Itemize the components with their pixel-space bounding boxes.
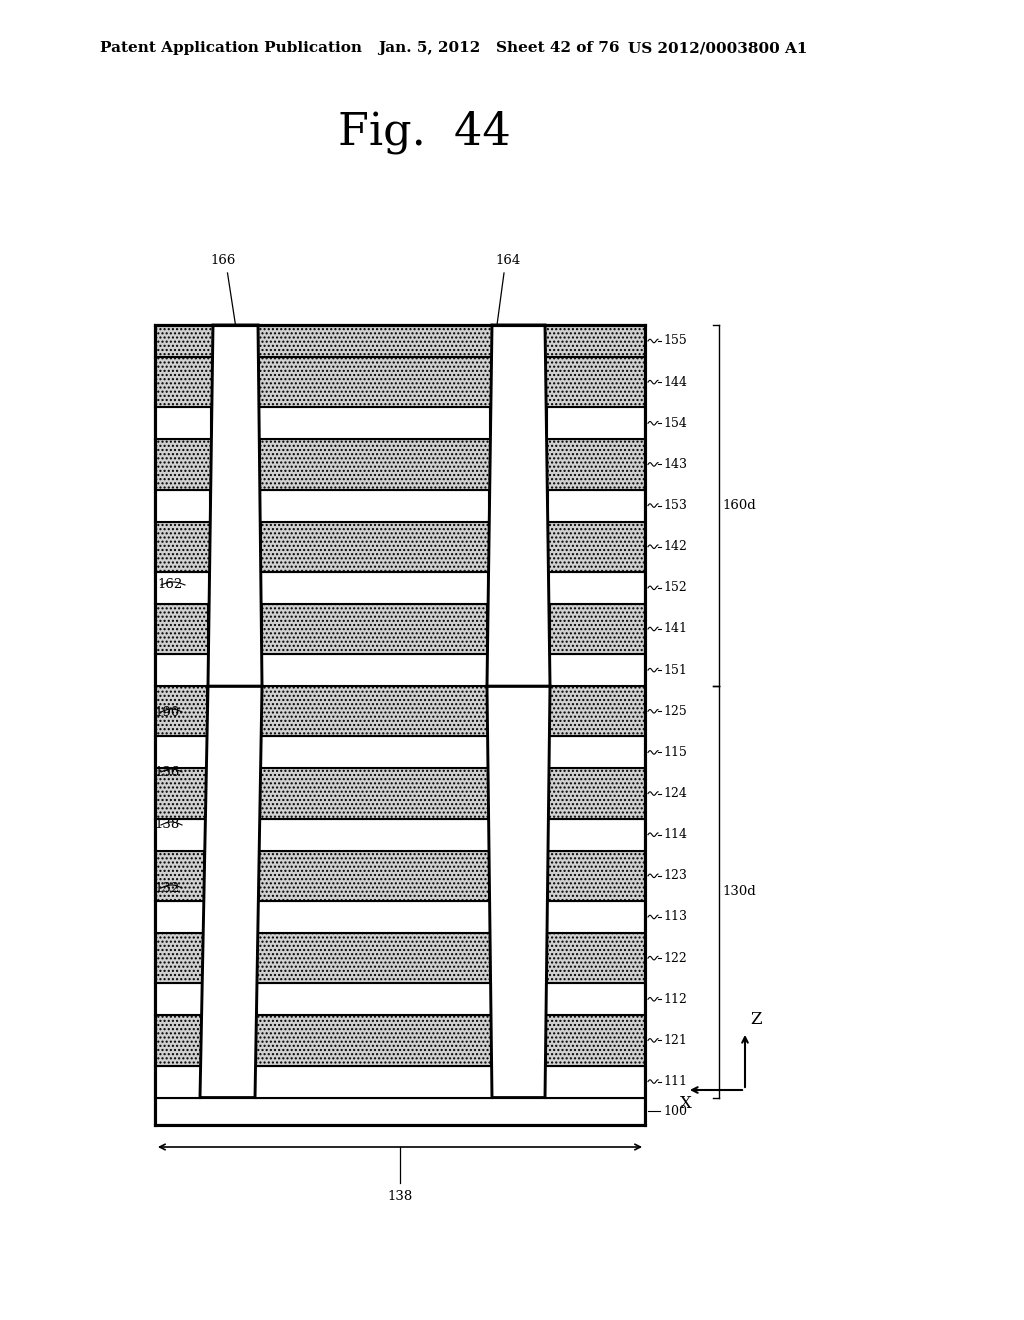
Polygon shape xyxy=(487,325,550,686)
Bar xyxy=(155,356,212,408)
Text: 112: 112 xyxy=(663,993,687,1006)
Bar xyxy=(262,655,487,686)
Text: Z: Z xyxy=(750,1011,762,1028)
Bar xyxy=(155,1015,201,1065)
Bar xyxy=(547,408,645,440)
Text: 121: 121 xyxy=(663,1034,687,1047)
Text: 100: 100 xyxy=(663,1105,687,1118)
Bar xyxy=(257,933,490,983)
Bar xyxy=(262,603,487,655)
Bar xyxy=(260,490,489,521)
Text: US 2012/0003800 A1: US 2012/0003800 A1 xyxy=(628,41,808,55)
Bar xyxy=(257,983,490,1015)
Bar xyxy=(258,902,489,933)
Bar xyxy=(155,818,205,850)
Polygon shape xyxy=(208,325,262,686)
Bar xyxy=(261,737,488,768)
Text: 124: 124 xyxy=(663,787,687,800)
Bar xyxy=(259,850,489,902)
Bar xyxy=(548,818,645,850)
Text: 155: 155 xyxy=(663,334,687,347)
Bar xyxy=(548,850,645,902)
Bar xyxy=(259,818,488,850)
Bar xyxy=(549,768,645,818)
Text: 141: 141 xyxy=(663,623,687,635)
Text: 152: 152 xyxy=(663,581,687,594)
Bar xyxy=(155,655,208,686)
Bar xyxy=(546,1065,645,1097)
Text: 164: 164 xyxy=(496,253,520,267)
Text: 123: 123 xyxy=(663,870,687,882)
Text: 190: 190 xyxy=(155,705,180,718)
Bar xyxy=(547,933,645,983)
Text: X: X xyxy=(680,1096,692,1111)
Bar xyxy=(155,933,203,983)
Bar xyxy=(155,572,209,603)
Bar xyxy=(255,1065,492,1097)
Text: 151: 151 xyxy=(663,664,687,677)
Polygon shape xyxy=(487,686,550,1097)
Bar xyxy=(155,737,207,768)
Text: 114: 114 xyxy=(663,828,687,841)
Text: 162: 162 xyxy=(158,578,183,591)
Bar xyxy=(261,572,488,603)
Bar xyxy=(547,440,645,490)
Bar xyxy=(155,325,213,356)
Bar xyxy=(260,440,489,490)
Bar xyxy=(549,737,645,768)
Bar xyxy=(546,1015,645,1065)
Bar xyxy=(547,902,645,933)
Polygon shape xyxy=(200,686,262,1097)
Text: 132: 132 xyxy=(155,882,180,895)
Text: 143: 143 xyxy=(663,458,687,471)
Text: 166: 166 xyxy=(211,253,237,267)
Text: 111: 111 xyxy=(663,1074,687,1088)
Bar xyxy=(258,325,492,356)
Bar xyxy=(256,1015,492,1065)
Text: 138: 138 xyxy=(155,818,180,832)
Text: Patent Application Publication: Patent Application Publication xyxy=(100,41,362,55)
Bar xyxy=(155,408,211,440)
Text: 125: 125 xyxy=(663,705,687,718)
Bar xyxy=(550,686,645,737)
Bar xyxy=(549,521,645,572)
Text: 153: 153 xyxy=(663,499,687,512)
Bar xyxy=(550,655,645,686)
Bar xyxy=(260,768,488,818)
Bar xyxy=(155,902,204,933)
Text: Fig.  44: Fig. 44 xyxy=(338,111,511,153)
Bar xyxy=(546,325,645,356)
Text: 122: 122 xyxy=(663,952,687,965)
Text: 154: 154 xyxy=(663,417,687,430)
Bar xyxy=(155,1065,201,1097)
Bar xyxy=(155,521,210,572)
Bar xyxy=(155,768,206,818)
Text: 136: 136 xyxy=(155,766,180,779)
Text: Jan. 5, 2012   Sheet 42 of 76: Jan. 5, 2012 Sheet 42 of 76 xyxy=(378,41,620,55)
Bar xyxy=(259,356,490,408)
Bar xyxy=(261,686,487,737)
Bar xyxy=(155,603,209,655)
Text: 115: 115 xyxy=(663,746,687,759)
Bar xyxy=(155,1097,645,1125)
Bar xyxy=(546,356,645,408)
Bar xyxy=(155,850,204,902)
Text: 138: 138 xyxy=(387,1191,413,1203)
Bar xyxy=(549,572,645,603)
Bar xyxy=(155,686,207,737)
Bar xyxy=(155,440,211,490)
Bar xyxy=(261,521,488,572)
Text: 113: 113 xyxy=(663,911,687,924)
Bar xyxy=(155,490,210,521)
Bar xyxy=(550,603,645,655)
Text: 130d: 130d xyxy=(722,886,756,899)
Text: 144: 144 xyxy=(663,376,687,388)
Bar xyxy=(548,490,645,521)
Bar xyxy=(155,983,202,1015)
Bar xyxy=(546,983,645,1015)
Text: 142: 142 xyxy=(663,540,687,553)
Bar xyxy=(259,408,490,440)
Text: 160d: 160d xyxy=(722,499,756,512)
